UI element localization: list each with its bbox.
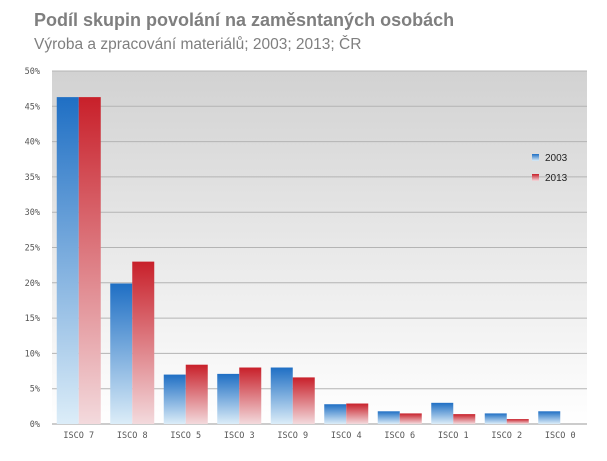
bar-2013-isco-7 xyxy=(78,97,101,424)
x-axis: ISCO 7 ISCO 8 ISCO 5 ISCO 3 ISCO 9 ISCO 4 ISCO… xyxy=(63,431,575,441)
bars xyxy=(56,97,561,424)
x-tick-label: ISCO 4 xyxy=(331,431,362,441)
chart-title: Podíl skupin povolání na zaměsntaných os… xyxy=(34,10,455,30)
x-tick-label: ISCO 3 xyxy=(224,431,255,441)
bar-2013-isco-6 xyxy=(399,413,422,424)
gridlines xyxy=(52,70,587,425)
bar-2013-isco-8 xyxy=(132,261,155,424)
legend-swatch-2003 xyxy=(532,154,539,161)
bar-2013-isco-5 xyxy=(185,364,208,424)
y-axis: 0% 5% 10% 15% 20% 25% 30% 35% 40% 45% 50% xyxy=(25,67,40,430)
bar-2013-isco-4 xyxy=(346,403,369,424)
x-tick-label: ISCO 1 xyxy=(438,431,469,441)
x-tick-label: ISCO 0 xyxy=(545,431,576,441)
y-tick-label: 50% xyxy=(25,67,40,77)
y-tick-label: 35% xyxy=(25,173,40,183)
x-tick-label: ISCO 2 xyxy=(491,431,522,441)
y-tick-label: 20% xyxy=(25,279,40,289)
y-tick-label: 40% xyxy=(25,138,40,148)
y-tick-label: 5% xyxy=(30,385,40,395)
x-tick-label: ISCO 7 xyxy=(63,431,94,441)
bar-2003-isco-2 xyxy=(484,413,507,424)
bar-2003-isco-0 xyxy=(538,411,561,424)
bar-2013-isco-9 xyxy=(292,377,315,424)
x-tick-label: ISCO 8 xyxy=(117,431,148,441)
bar-2003-isco-7 xyxy=(56,97,79,424)
bar-2003-isco-8 xyxy=(110,283,133,424)
chart-subtitle: Výroba a zpracování materiálů; 2003; 201… xyxy=(34,36,362,53)
y-tick-label: 25% xyxy=(25,244,40,254)
x-tick-label: ISCO 6 xyxy=(384,431,415,441)
y-tick-label: 10% xyxy=(25,349,40,359)
legend-label-2003: 2003 xyxy=(545,153,568,164)
legend: 2003 2013 xyxy=(532,153,568,184)
legend-label-2013: 2013 xyxy=(545,173,568,184)
bar-2003-isco-3 xyxy=(217,373,240,424)
bar-2013-isco-2 xyxy=(506,419,529,424)
x-tick-label: ISCO 9 xyxy=(277,431,308,441)
y-tick-label: 15% xyxy=(25,314,40,324)
bar-2003-isco-1 xyxy=(431,402,454,424)
bar-2003-isco-5 xyxy=(163,374,186,424)
bar-2003-isco-9 xyxy=(270,367,293,424)
x-tick-label: ISCO 5 xyxy=(170,431,201,441)
legend-swatch-2013 xyxy=(532,174,539,181)
bar-2003-isco-4 xyxy=(324,404,347,424)
y-tick-label: 0% xyxy=(30,420,40,430)
y-tick-label: 30% xyxy=(25,208,40,218)
bar-2003-isco-6 xyxy=(377,411,400,424)
bar-2013-isco-1 xyxy=(453,414,476,424)
y-tick-label: 45% xyxy=(25,102,40,112)
bar-2013-isco-3 xyxy=(239,367,262,424)
